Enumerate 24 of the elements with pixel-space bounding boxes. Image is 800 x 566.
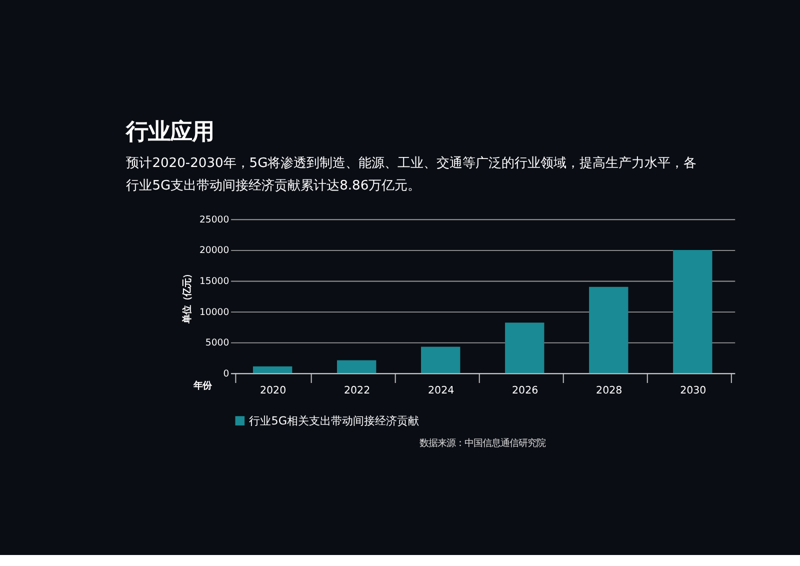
y-tick-label: 10000 <box>199 306 230 318</box>
bar <box>336 360 376 374</box>
bar <box>252 366 292 374</box>
y-tick-label: 5000 <box>205 338 230 349</box>
x-tick-label: 2026 <box>512 384 538 396</box>
x-tick-label: 2020 <box>260 384 286 396</box>
x-axis-title: 年份 <box>192 380 213 392</box>
chart-title: 行业应用 <box>125 118 214 145</box>
legend-label: 行业5G相关支出带动间接经济贡献 <box>249 414 420 428</box>
chart-subtitle: 预计2020-2030年，5G将渗透到制造、能源、工业、交通等广泛的行业领域，提高生产力水平，各行业5G支出带动间接经济贡献累计达8.86万亿元。 <box>126 154 697 194</box>
y-axis-title: 单位（亿元） <box>182 270 194 325</box>
bar <box>505 322 544 374</box>
x-tick-label: 2022 <box>344 384 370 396</box>
y-tick-label: 0 <box>223 368 230 380</box>
y-tick-label: 25000 <box>199 214 230 226</box>
x-tick-label: 2024 <box>428 384 454 396</box>
bar <box>421 346 460 374</box>
source-note: 数据来源：中国信息通信研究院 <box>420 438 546 449</box>
y-tick-label: 20000 <box>199 245 230 256</box>
bar <box>589 286 628 374</box>
x-tick-label: 2030 <box>680 384 706 396</box>
x-tick-label: 2028 <box>596 384 622 396</box>
y-tick-label: 15000 <box>199 276 230 288</box>
bar <box>673 250 712 374</box>
